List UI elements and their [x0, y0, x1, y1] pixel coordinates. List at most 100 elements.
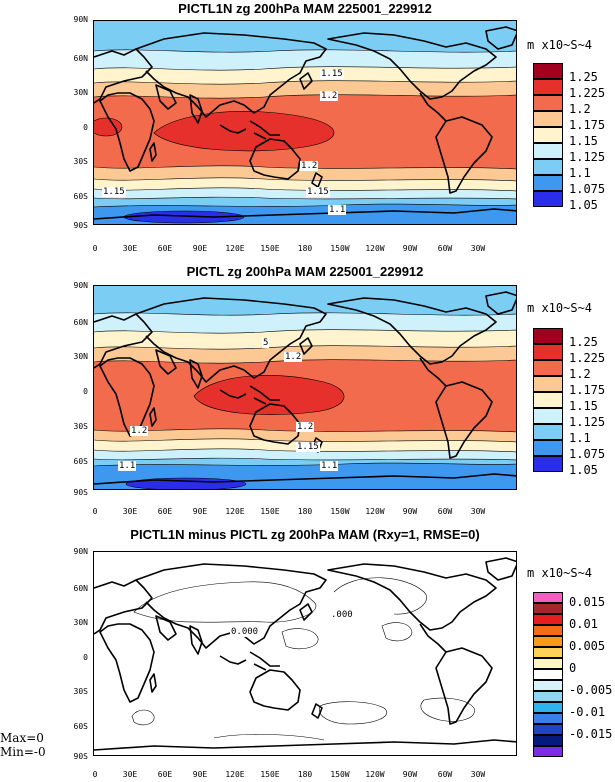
antarctica	[94, 739, 516, 751]
legend-swatch	[533, 724, 563, 735]
legend-swatch	[533, 328, 563, 344]
lat-label: 30S	[73, 157, 88, 166]
legend-swatch	[533, 111, 563, 127]
contour-label: 1.2	[320, 91, 339, 101]
lon-label: 150E	[260, 507, 280, 516]
panel-title: PICTL zg 200hPa MAM 225001_229912	[186, 264, 424, 279]
africa-europe	[94, 48, 155, 172]
band-north-palecyan	[94, 312, 516, 334]
band-north-peach	[94, 80, 516, 99]
lat-label: 90N	[73, 547, 88, 556]
north-america	[327, 563, 497, 631]
map-plot[interactable]: 1.15 1.2 1.2 1.15 1.15 1.1	[93, 20, 517, 225]
stat-min: Min=-0	[0, 745, 46, 759]
legend-swatch	[533, 614, 563, 625]
lon-label: 150W	[330, 770, 350, 779]
lon-label: 120W	[365, 770, 385, 779]
legend-units: m x10~S~4	[527, 566, 593, 580]
legend-label: 1.15	[569, 399, 598, 413]
lat-label: 90S	[73, 752, 88, 761]
lon-label: 30E	[122, 244, 138, 253]
legend-swatch	[533, 647, 563, 658]
lon-label: 30E	[122, 770, 138, 779]
japan	[299, 603, 313, 621]
lat-label: 60N	[73, 318, 88, 327]
madagascar	[149, 407, 157, 427]
legend-label: -0.005	[569, 683, 613, 697]
legend-label: 1.05	[569, 198, 598, 212]
lat-label: 30N	[73, 88, 88, 97]
contour-label: 0.000	[230, 627, 260, 637]
south-america	[435, 647, 493, 725]
legend-swatch	[533, 702, 563, 713]
west-core	[94, 117, 123, 137]
map-plot[interactable]: 5 1.2 1.2 1.2 1.15 1.1 1.1	[93, 285, 517, 490]
legend-swatch	[533, 424, 563, 440]
india	[189, 625, 203, 655]
legend-label: 1.2	[569, 367, 591, 381]
legend-swatch	[533, 669, 563, 680]
india	[189, 94, 203, 124]
contour-lines	[94, 312, 516, 467]
legend-swatch	[533, 95, 563, 111]
legend-label: 1.2	[569, 102, 591, 116]
panel-title: PICTL1N zg 200hPa MAM 225001_229912	[178, 1, 432, 16]
legend-swatch	[533, 713, 563, 724]
lon-label: 150W	[330, 244, 350, 253]
polar-low	[125, 477, 247, 489]
lat-label: 30S	[73, 687, 88, 696]
legend-label: 0.005	[569, 639, 606, 653]
lat-label: 60S	[73, 457, 88, 466]
legend-swatch	[533, 191, 563, 207]
south-america	[435, 116, 493, 194]
lon-label: 120W	[365, 507, 385, 516]
legend-label: 1.05	[569, 463, 598, 477]
lat-label: 60S	[73, 722, 88, 731]
contour-label: 1.1	[320, 461, 339, 471]
arabia	[155, 615, 177, 641]
legend-label: 1.15	[569, 134, 598, 148]
asia	[135, 32, 327, 118]
map-svg	[94, 286, 516, 489]
contour-label: 1.15	[306, 187, 330, 197]
stat-max: Max=0	[0, 731, 44, 745]
legend-label: 1.25	[569, 70, 598, 84]
band-south-peach	[94, 428, 516, 442]
legend-swatch	[533, 592, 563, 603]
coastlines	[94, 291, 516, 485]
lon-label: 90W	[402, 244, 418, 253]
lat-label: 90N	[73, 281, 88, 290]
legend-label: 1.225	[569, 351, 606, 365]
japan	[299, 337, 313, 355]
indonesia	[219, 120, 280, 140]
legend-swatch	[533, 440, 563, 456]
legend-swatch	[533, 175, 563, 191]
india	[189, 359, 203, 389]
indonesia	[219, 385, 280, 405]
lon-label: 90E	[192, 507, 208, 516]
north-america	[327, 32, 497, 100]
contour-label: 1.15	[320, 69, 344, 79]
contour-label: .000	[330, 610, 354, 620]
africa-europe	[94, 579, 155, 703]
lon-label: 60W	[437, 770, 453, 779]
lat-label: 90S	[73, 221, 88, 230]
lat-label: 0	[83, 123, 88, 132]
legend-swatch	[533, 392, 563, 408]
panel-title: PICTL1N minus PICTL zg 200hPa MAM (Rxy=1…	[130, 527, 480, 542]
band-south-cream	[94, 177, 516, 191]
lon-label: 150E	[260, 770, 280, 779]
band-north-lightblue	[94, 21, 516, 53]
lon-label: 90W	[402, 507, 418, 516]
map-plot[interactable]: 0.000 .000	[93, 551, 517, 756]
legend-label: 1.175	[569, 118, 606, 132]
legend-swatch	[533, 636, 563, 647]
lat-label: 0	[83, 387, 88, 396]
lon-label: 60E	[157, 770, 173, 779]
lon-label: 0	[92, 770, 98, 779]
australia	[249, 138, 301, 180]
contour-label: 1.15	[296, 442, 320, 452]
asia	[135, 297, 327, 383]
band-south-peach	[94, 165, 516, 181]
contour-label: 1.2	[284, 352, 303, 362]
